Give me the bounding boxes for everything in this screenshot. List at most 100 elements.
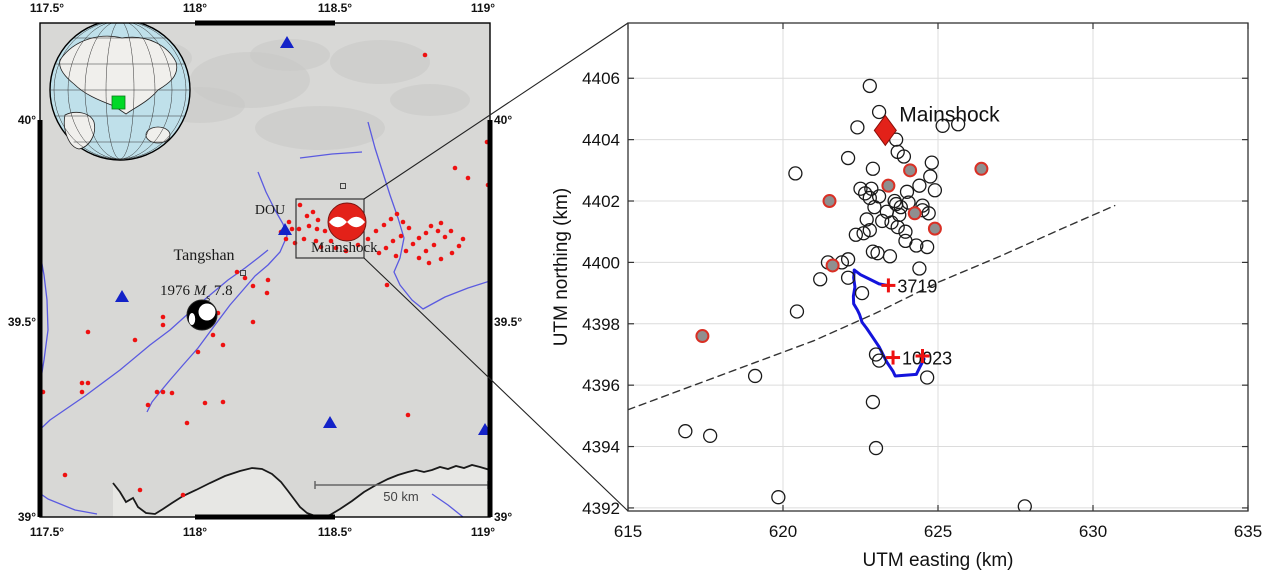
station-triangle bbox=[115, 290, 129, 302]
fault-dashed-line bbox=[628, 204, 1116, 411]
epicenter-dot bbox=[297, 202, 303, 208]
frame-bar-top bbox=[195, 20, 335, 26]
x-axis-title: UTM easting (km) bbox=[863, 550, 1014, 571]
epicenter-dot bbox=[384, 282, 390, 288]
y-tick-label: 4394 bbox=[582, 438, 620, 457]
map-axis-label-left: 40° bbox=[18, 113, 36, 127]
epicenter-dot bbox=[220, 399, 226, 405]
aftershock-point bbox=[854, 285, 870, 301]
aftershock-point bbox=[882, 249, 898, 264]
map-axis-label-left: 39.5° bbox=[8, 315, 36, 329]
aftershock-point bbox=[871, 353, 887, 368]
aftershock-point bbox=[935, 118, 950, 133]
epicenter-dot bbox=[234, 269, 240, 275]
epicenter-dot bbox=[264, 290, 270, 296]
epicenter-dot bbox=[390, 238, 396, 244]
fault-line bbox=[299, 151, 363, 159]
epicenter-dot bbox=[220, 342, 226, 348]
aftershock-point bbox=[868, 440, 884, 456]
plot-mainshock-label: Mainshock bbox=[899, 103, 1000, 126]
epicenter-dot bbox=[283, 236, 289, 242]
scale-bar-label: 50 km bbox=[383, 489, 418, 504]
epicenter-dot bbox=[85, 329, 91, 335]
city-label: Tangshan bbox=[173, 247, 234, 264]
station-triangle bbox=[278, 223, 292, 235]
epicenter-dot bbox=[460, 236, 466, 242]
selected-aftershock-point bbox=[825, 258, 840, 273]
epicenter-dot bbox=[242, 275, 248, 281]
epicenter-dot bbox=[160, 322, 166, 328]
map-axis-label-left: 39° bbox=[18, 510, 36, 524]
frame-bar-right bbox=[487, 120, 493, 517]
epicenter-dot bbox=[195, 349, 201, 355]
epicenter-dot bbox=[328, 238, 334, 244]
epicenter-dot bbox=[393, 253, 399, 259]
epicenter-dot bbox=[286, 219, 292, 225]
globe-land-africa bbox=[63, 111, 96, 150]
aftershock-point bbox=[927, 183, 943, 198]
epicenter-dot bbox=[376, 250, 382, 256]
aftershock-point bbox=[848, 227, 863, 242]
epicenter-dot bbox=[85, 380, 91, 386]
epicenter-dot bbox=[62, 472, 68, 478]
y-axis-title: UTM northing (km) bbox=[551, 188, 572, 346]
well-path-line bbox=[851, 268, 926, 378]
epicenter-dot bbox=[79, 389, 85, 395]
epicenter-dot bbox=[310, 209, 316, 215]
epicenter-dot bbox=[416, 255, 422, 261]
aftershock-point bbox=[867, 200, 882, 215]
aftershock-point bbox=[1017, 499, 1032, 511]
map-body: 50 km DOU Tangshan 1976 Ms 7.8 Mainshock bbox=[40, 23, 490, 517]
aftershock-point bbox=[920, 370, 935, 385]
station-triangle bbox=[323, 416, 337, 428]
epicenter-dot bbox=[428, 223, 434, 229]
selected-aftershock-point bbox=[695, 329, 710, 344]
aftershock-point bbox=[871, 104, 887, 120]
epicenter-dot bbox=[304, 213, 310, 219]
epicenter-dot bbox=[365, 236, 371, 242]
x-tick-label: 625 bbox=[924, 522, 952, 541]
aftershock-point bbox=[856, 226, 871, 241]
epicenter-dot bbox=[435, 228, 441, 234]
selected-aftershock-point bbox=[927, 221, 942, 236]
epicenter-dot bbox=[400, 219, 406, 225]
epicenter-dot bbox=[250, 319, 256, 325]
map-axis-label-bottom: 118.5° bbox=[318, 525, 352, 539]
aftershock-point bbox=[678, 424, 693, 439]
map-mainshock-label: Mainshock bbox=[311, 240, 378, 256]
epicenter-dot bbox=[416, 235, 422, 241]
epicenter-dot bbox=[137, 487, 143, 493]
city-square-marker bbox=[340, 183, 346, 189]
fault-line bbox=[40, 249, 269, 431]
aftershock-point bbox=[951, 117, 966, 132]
epicenter-dot bbox=[318, 244, 324, 250]
epicenter-dot bbox=[180, 492, 186, 498]
epicenter-dot bbox=[145, 402, 151, 408]
selected-aftershock-point bbox=[903, 163, 918, 178]
aftershock-point bbox=[909, 238, 924, 253]
map-axis-label-bottom: 117.5° bbox=[30, 525, 64, 539]
epicenter-dot bbox=[79, 380, 85, 386]
globe-location-square bbox=[111, 95, 126, 110]
epicenter-dot bbox=[296, 226, 302, 232]
epicenter-dot bbox=[442, 234, 448, 240]
mainshock-diamond bbox=[873, 114, 897, 147]
y-tick-label: 4392 bbox=[582, 499, 620, 518]
epicenter-dot bbox=[373, 228, 379, 234]
epicenter-dot bbox=[250, 283, 256, 289]
epicenter-dot bbox=[403, 248, 409, 254]
fault-line bbox=[367, 121, 490, 310]
epicenter-dot bbox=[388, 216, 394, 222]
map-axis-label-right: 40° bbox=[494, 113, 512, 127]
y-tick-label: 4398 bbox=[582, 315, 620, 334]
aftershock-point bbox=[862, 190, 877, 206]
epicenter-dot bbox=[314, 226, 320, 232]
epicenter-dot bbox=[410, 241, 416, 247]
aftershock-point bbox=[923, 169, 938, 184]
map-axis-label-top: 118° bbox=[183, 1, 207, 15]
globe-graticule-meridian bbox=[53, 23, 187, 160]
aftershock-point bbox=[853, 181, 868, 196]
map-axis-label-right: 39° bbox=[494, 510, 512, 524]
y-tick-label: 4396 bbox=[582, 376, 620, 395]
